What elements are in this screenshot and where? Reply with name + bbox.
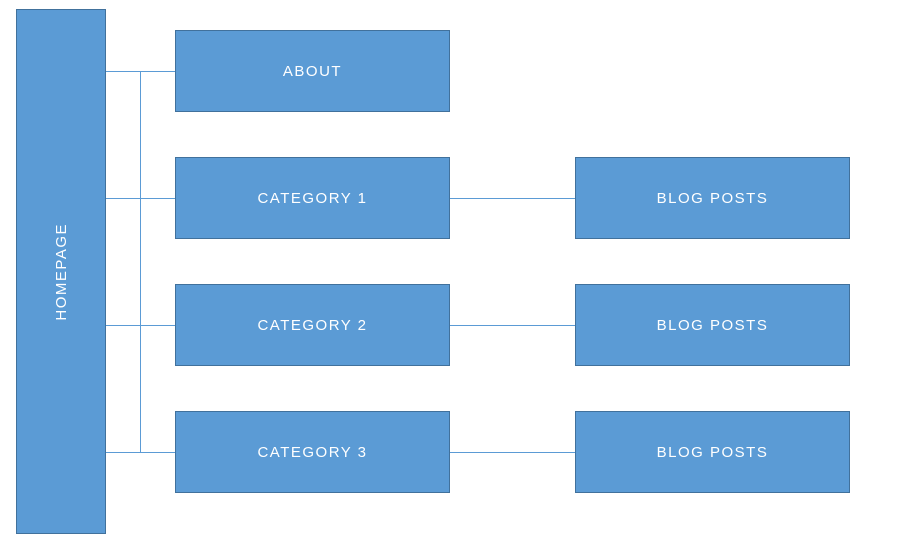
level2-node-2-label: BLOG POSTS <box>657 317 769 334</box>
root-node-label: HOMEPAGE <box>53 223 70 321</box>
connector <box>450 198 575 199</box>
level1-node-1: CATEGORY 1 <box>175 157 450 239</box>
level2-node-1-label: BLOG POSTS <box>657 190 769 207</box>
level1-node-3: CATEGORY 3 <box>175 411 450 493</box>
level1-node-2: CATEGORY 2 <box>175 284 450 366</box>
root-node: HOMEPAGE <box>16 9 106 534</box>
level1-node-2-label: CATEGORY 2 <box>257 317 367 334</box>
connector <box>140 71 175 72</box>
connector <box>106 198 140 199</box>
level1-node-3-label: CATEGORY 3 <box>257 444 367 461</box>
level2-node-3-label: BLOG POSTS <box>657 444 769 461</box>
connector <box>106 452 140 453</box>
connector <box>106 325 140 326</box>
level1-node-0-label: ABOUT <box>283 63 342 80</box>
level2-node-1: BLOG POSTS <box>575 157 850 239</box>
connector <box>450 325 575 326</box>
connector <box>450 452 575 453</box>
level2-node-2: BLOG POSTS <box>575 284 850 366</box>
connector <box>140 452 175 453</box>
level2-node-3: BLOG POSTS <box>575 411 850 493</box>
level1-node-0: ABOUT <box>175 30 450 112</box>
level1-node-1-label: CATEGORY 1 <box>257 190 367 207</box>
connector <box>140 325 175 326</box>
connector <box>106 71 140 72</box>
connector <box>140 71 141 452</box>
connector <box>140 198 175 199</box>
